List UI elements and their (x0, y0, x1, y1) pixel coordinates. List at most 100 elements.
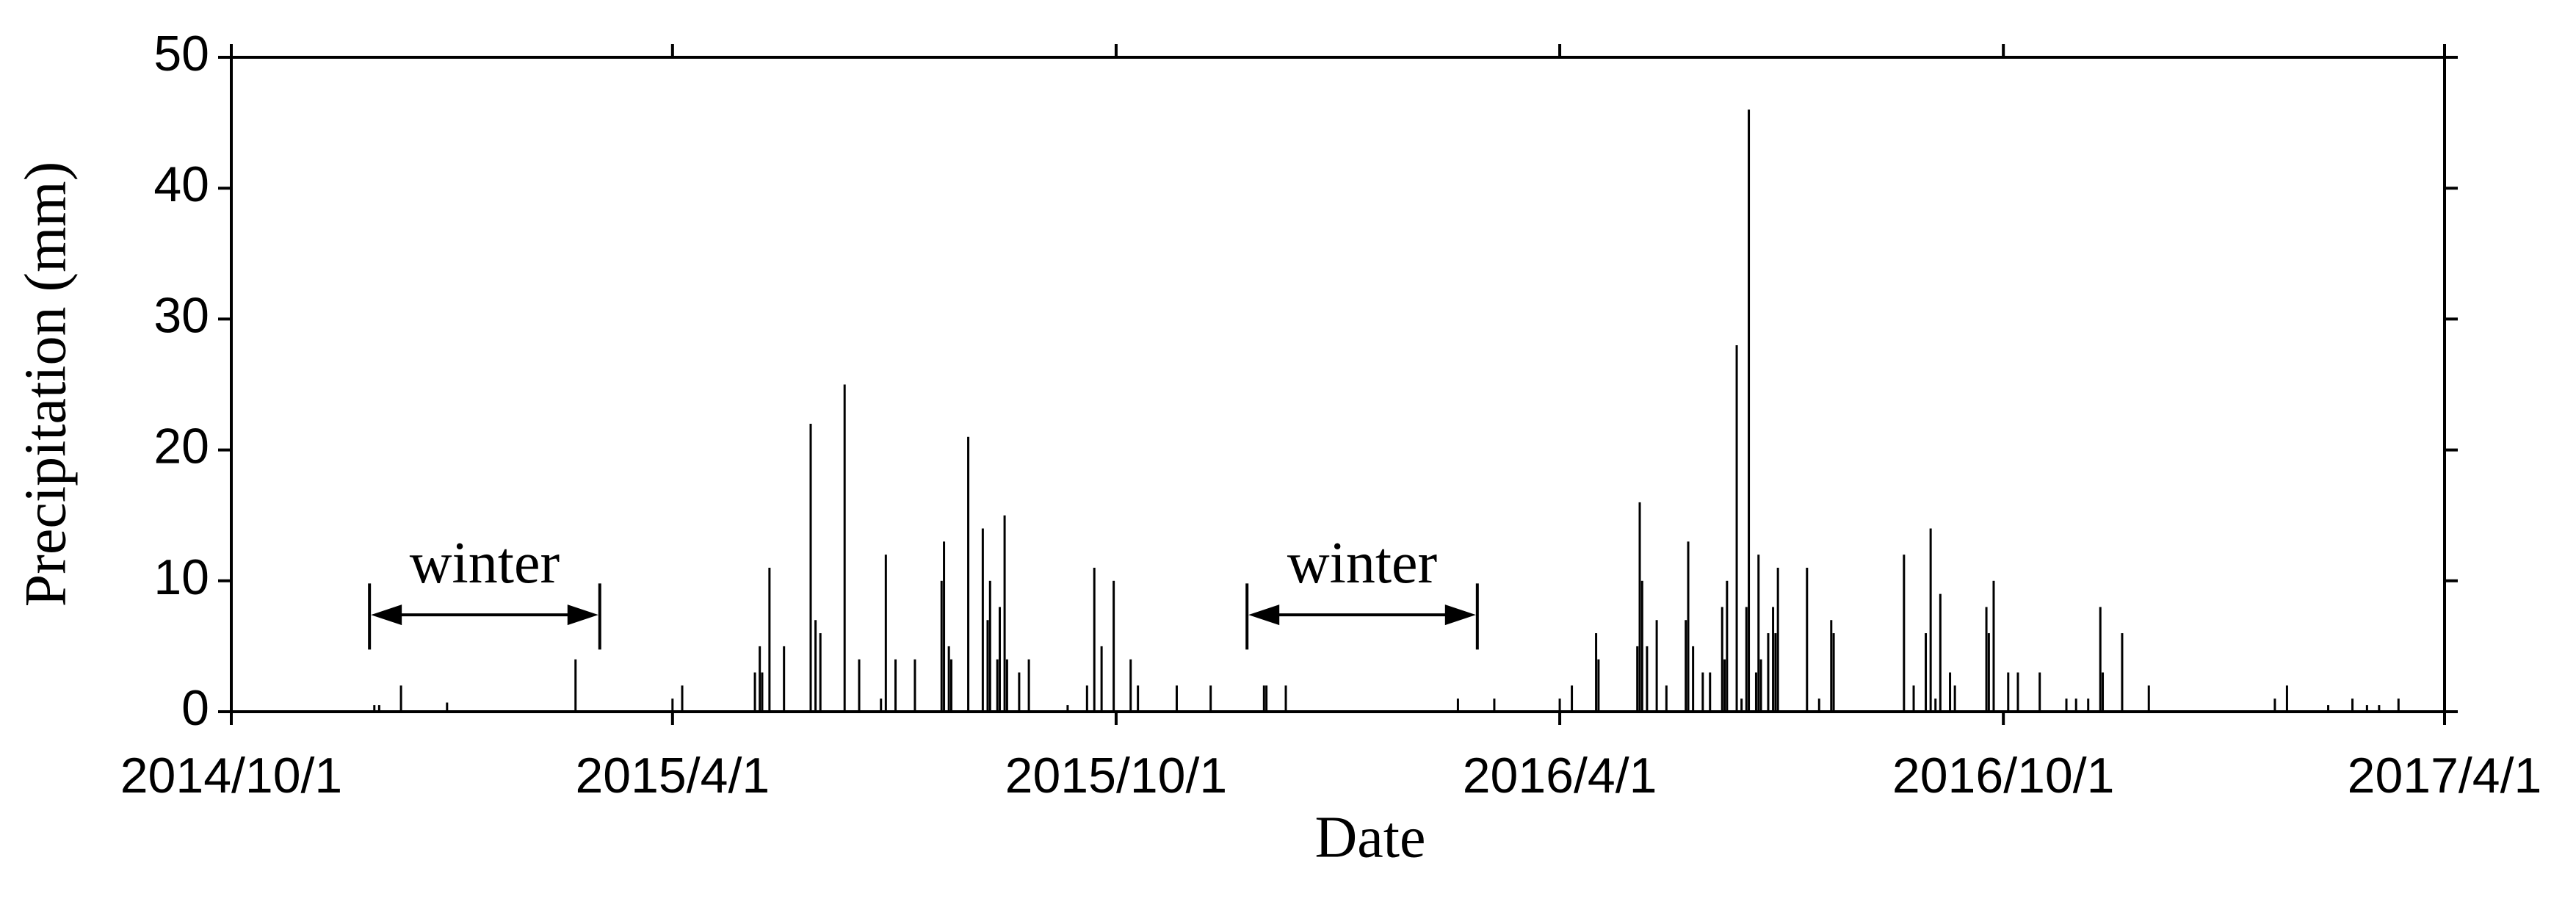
x-tick-label: 2014/10/1 (120, 748, 343, 804)
bar (1830, 620, 1833, 712)
bar (1571, 685, 1574, 712)
bar (1934, 698, 1937, 712)
bar (2016, 672, 2019, 712)
bar (1748, 109, 1751, 712)
bar (814, 620, 817, 712)
bar (1757, 555, 1760, 712)
bar (2099, 607, 2102, 712)
annotation-label: winter (410, 531, 560, 596)
bar (1754, 672, 1757, 712)
bar (1776, 567, 1779, 712)
bar (1265, 685, 1268, 712)
bar (947, 646, 950, 712)
bar (913, 659, 916, 712)
bar (949, 659, 952, 712)
bar (1806, 567, 1809, 712)
bar (1640, 580, 1643, 712)
bar (819, 633, 822, 712)
x-tick-label: 2016/4/1 (1463, 748, 1657, 804)
bar (1595, 633, 1598, 712)
bar (894, 659, 897, 712)
x-tick-label: 2015/4/1 (575, 748, 770, 804)
bar (1665, 685, 1668, 712)
bar (1085, 685, 1088, 712)
bar (1735, 345, 1738, 712)
bar (399, 685, 402, 712)
bar (2378, 705, 2381, 712)
bar (1018, 672, 1021, 712)
bar (996, 659, 999, 712)
bar (1655, 620, 1658, 712)
bar (1939, 593, 1942, 712)
bar (1093, 567, 1096, 712)
bar (2038, 672, 2041, 712)
y-tick-label: 20 (153, 419, 209, 474)
bar (1638, 502, 1641, 712)
bar (2074, 698, 2077, 712)
bar (2351, 698, 2354, 712)
x-tick-label: 2016/10/1 (1892, 748, 2115, 804)
bar (986, 620, 989, 712)
bar (967, 436, 970, 712)
y-tick-label: 40 (153, 156, 209, 212)
bar (1759, 659, 1762, 712)
bar (1137, 685, 1140, 712)
x-tick-label: 2015/10/1 (1005, 748, 1228, 804)
bar (1646, 646, 1649, 712)
bar (943, 541, 946, 712)
arrow-head (371, 604, 402, 626)
bar (1687, 541, 1690, 712)
bar (1175, 685, 1178, 712)
bar (1456, 698, 1459, 712)
bar (1112, 580, 1115, 712)
bar (1636, 646, 1639, 712)
bar (574, 659, 577, 712)
y-axis-title: Precipitation (mm) (13, 162, 78, 607)
bar (1745, 607, 1748, 712)
bar (1262, 685, 1265, 712)
bar (2065, 698, 2068, 712)
bar (809, 423, 812, 712)
bar (1740, 698, 1743, 712)
bar (2397, 698, 2400, 712)
bar (1129, 659, 1132, 712)
bar (1066, 705, 1069, 712)
bar (446, 702, 449, 712)
bar (768, 567, 771, 712)
bar (1985, 607, 1988, 712)
bar (981, 528, 984, 712)
bar (1774, 633, 1777, 712)
bar (858, 659, 861, 712)
plot-frame (230, 56, 2446, 713)
y-tick-label: 50 (153, 26, 209, 82)
bar (1772, 607, 1775, 712)
x-axis-title: Date (1314, 805, 1425, 870)
y-tick-label: 30 (153, 287, 209, 343)
bar (1903, 555, 1906, 712)
bar (783, 646, 786, 712)
bar (1953, 685, 1956, 712)
bar (2285, 685, 2288, 712)
bar (1100, 646, 1103, 712)
bar (1692, 646, 1695, 712)
bar (1685, 620, 1687, 712)
bar (377, 705, 380, 712)
bar (1709, 672, 1712, 712)
bar (1558, 698, 1561, 712)
bar (759, 646, 761, 712)
bar (2121, 633, 2124, 712)
bar (1929, 528, 1932, 712)
bar (1992, 580, 1995, 712)
y-tick-label: 10 (153, 549, 209, 605)
bar (880, 698, 883, 712)
arrow-head (567, 604, 598, 626)
bar (1284, 685, 1287, 712)
bar (1005, 659, 1008, 712)
bar (2007, 672, 2010, 712)
bar (2102, 672, 2105, 712)
bar (988, 580, 991, 712)
bar (1912, 685, 1915, 712)
annotation-label: winter (1287, 531, 1437, 596)
